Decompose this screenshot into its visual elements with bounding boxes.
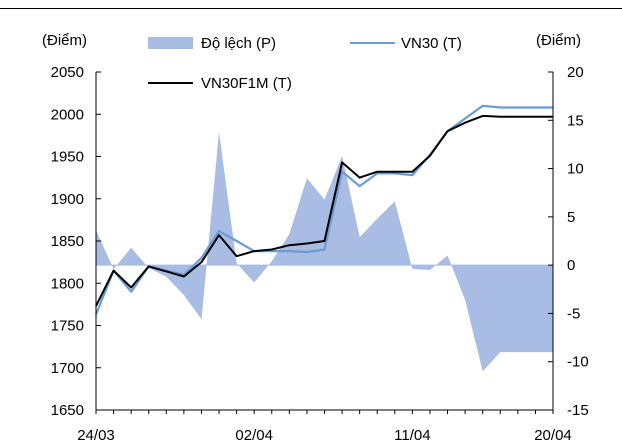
right-tick-label: 20 bbox=[567, 64, 584, 81]
left-tick-label: 2000 bbox=[51, 106, 84, 123]
legend-label-vn30f1m: VN30F1M (T) bbox=[201, 75, 292, 92]
left-tick-label: 1700 bbox=[51, 360, 84, 377]
legend-label-vn30: VN30 (T) bbox=[401, 35, 462, 52]
legend-swatch-deviation bbox=[148, 37, 193, 49]
axes: 165017001750180018501900195020002050-15-… bbox=[51, 64, 589, 444]
series-area-l-ch-p bbox=[96, 131, 553, 372]
right-tick-label: 5 bbox=[567, 209, 575, 226]
left-tick-label: 1850 bbox=[51, 233, 84, 250]
x-tick-label: 02/04 bbox=[235, 427, 273, 444]
left-tick-label: 2050 bbox=[51, 64, 84, 81]
right-tick-label: 0 bbox=[567, 257, 575, 274]
legend: Độ lệch (P) VN30 (T) VN30F1M (T) bbox=[148, 35, 462, 92]
plot-area bbox=[94, 104, 554, 372]
x-tick-label: 11/04 bbox=[394, 427, 430, 444]
right-tick-label: 15 bbox=[567, 112, 584, 129]
left-axis-label: (Điểm) bbox=[42, 32, 87, 49]
legend-label-deviation: Độ lệch (P) bbox=[201, 35, 276, 52]
x-tick-label: 24/03 bbox=[77, 427, 115, 444]
right-tick-label: 10 bbox=[567, 161, 584, 178]
left-tick-label: 1750 bbox=[51, 318, 84, 335]
x-tick-label: 20/04 bbox=[534, 427, 572, 444]
right-axis-label: (Điểm) bbox=[536, 32, 581, 49]
left-tick-label: 1900 bbox=[51, 191, 84, 208]
top-rule bbox=[0, 8, 622, 9]
right-tick-label: -15 bbox=[567, 402, 589, 419]
left-tick-label: 1800 bbox=[51, 275, 84, 292]
left-tick-label: 1950 bbox=[51, 149, 84, 166]
left-tick-label: 1650 bbox=[51, 402, 84, 419]
right-tick-label: -10 bbox=[567, 354, 589, 371]
right-tick-label: -5 bbox=[567, 305, 580, 322]
